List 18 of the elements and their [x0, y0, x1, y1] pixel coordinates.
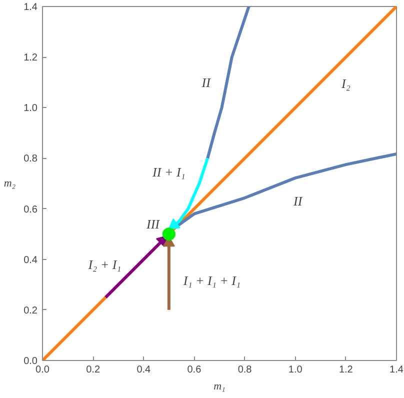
x-tick-label: 0.4 [136, 364, 152, 376]
x-tick-label: 0.8 [238, 364, 252, 376]
y-tick-label: 0.4 [24, 254, 38, 266]
x-tick-label: 1.2 [338, 364, 354, 376]
x-tick-label: 0.2 [86, 364, 100, 376]
y-tick-label: 1.0 [24, 103, 38, 114]
y-tick-label: 0.0 [24, 356, 38, 367]
y-tick-label: 1.2 [24, 52, 38, 64]
y-tick-label: 0.6 [24, 204, 38, 216]
y-axis-title: m₂ [4, 178, 16, 190]
x-tick-label: 0.0 [36, 364, 50, 376]
x-tick-label: 1.4 [390, 364, 404, 376]
x-tick-label: 1.0 [288, 364, 303, 376]
y-tick-label: 0.2 [24, 305, 38, 316]
y-tick-label: 1.4 [24, 2, 38, 13]
x-axis-title: m₁ [214, 380, 226, 392]
x-tick-label: 0.6 [187, 364, 202, 376]
y-tick-label: 0.8 [24, 154, 38, 165]
